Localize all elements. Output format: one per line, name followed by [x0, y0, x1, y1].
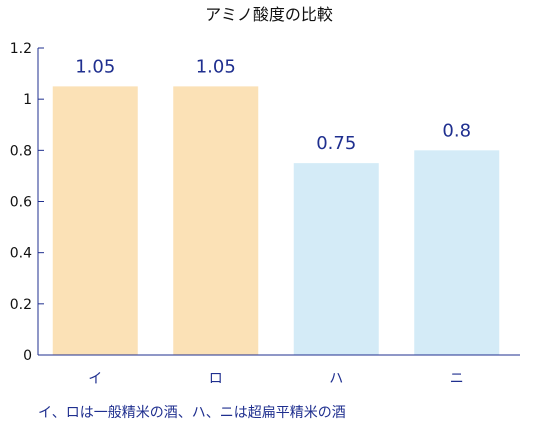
y-tick-label: 0: [23, 348, 32, 364]
bar: [414, 150, 500, 355]
x-tick-label: ハ: [329, 371, 343, 387]
chart-title: アミノ酸度の比較: [205, 5, 333, 24]
bars: 1.05 1.05 0.75 0.8: [52, 56, 500, 355]
bar: [52, 86, 138, 355]
y-tick-label: 0.6: [10, 195, 32, 211]
data-label: 0.8: [442, 120, 471, 141]
data-label: 0.75: [316, 133, 356, 154]
y-tick-label: 0.8: [10, 143, 32, 159]
y-tick-label: 1.2: [10, 41, 32, 57]
data-label: 1.05: [75, 56, 115, 77]
y-tick-label: 0.2: [10, 297, 32, 313]
y-tick-label: 1: [23, 92, 32, 108]
x-tick-label: ニ: [450, 371, 464, 387]
x-tick-label: ロ: [209, 371, 223, 387]
x-axis: イロハニ: [38, 354, 520, 387]
bar: [173, 86, 259, 355]
bar: [293, 163, 379, 355]
y-axis: 0 0.2 0.4 0.6 0.8 1 1.2: [10, 41, 44, 364]
chart-caption: イ、ロは一般精米の酒、ハ、ニは超扁平精米の酒: [38, 405, 346, 421]
y-tick-label: 0.4: [10, 246, 32, 262]
data-label: 1.05: [196, 56, 236, 77]
x-tick-label: イ: [88, 371, 102, 387]
